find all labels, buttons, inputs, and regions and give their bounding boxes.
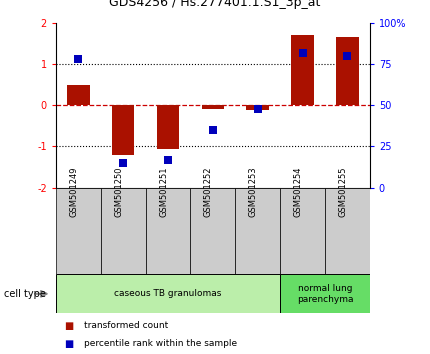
Text: ■: ■ [64, 339, 74, 349]
Text: GSM501250: GSM501250 [114, 167, 123, 217]
Text: normal lung
parenchyma: normal lung parenchyma [297, 284, 353, 303]
Bar [101, 188, 146, 274]
Bar [190, 188, 235, 274]
Bar [146, 188, 190, 274]
Bar [202, 105, 224, 109]
Point [165, 157, 172, 162]
Point [209, 127, 216, 133]
Bar [157, 105, 179, 149]
Bar [56, 274, 280, 313]
Bar [56, 188, 101, 274]
Bar [336, 38, 359, 105]
Text: GSM501255: GSM501255 [338, 167, 347, 217]
Bar [280, 274, 370, 313]
Point [120, 160, 126, 166]
Text: GSM501252: GSM501252 [204, 167, 213, 217]
Text: GSM501249: GSM501249 [69, 167, 78, 217]
Bar [67, 85, 89, 105]
Text: caseous TB granulomas: caseous TB granulomas [114, 289, 222, 298]
Point [299, 50, 306, 56]
Bar [292, 35, 314, 105]
Bar [280, 188, 325, 274]
Text: GSM501254: GSM501254 [294, 167, 303, 217]
Bar [325, 188, 370, 274]
Point [254, 106, 261, 112]
Text: percentile rank within the sample: percentile rank within the sample [84, 339, 237, 348]
Point [75, 56, 82, 62]
Text: transformed count: transformed count [84, 321, 168, 330]
Bar [246, 105, 269, 110]
Bar [112, 105, 135, 155]
Text: GDS4256 / Hs.277401.1.S1_3p_at: GDS4256 / Hs.277401.1.S1_3p_at [109, 0, 321, 9]
Text: ■: ■ [64, 320, 74, 331]
Text: cell type: cell type [4, 289, 46, 299]
Text: GSM501253: GSM501253 [249, 167, 258, 217]
Point [344, 53, 351, 59]
Text: GSM501251: GSM501251 [159, 167, 168, 217]
Bar [235, 188, 280, 274]
